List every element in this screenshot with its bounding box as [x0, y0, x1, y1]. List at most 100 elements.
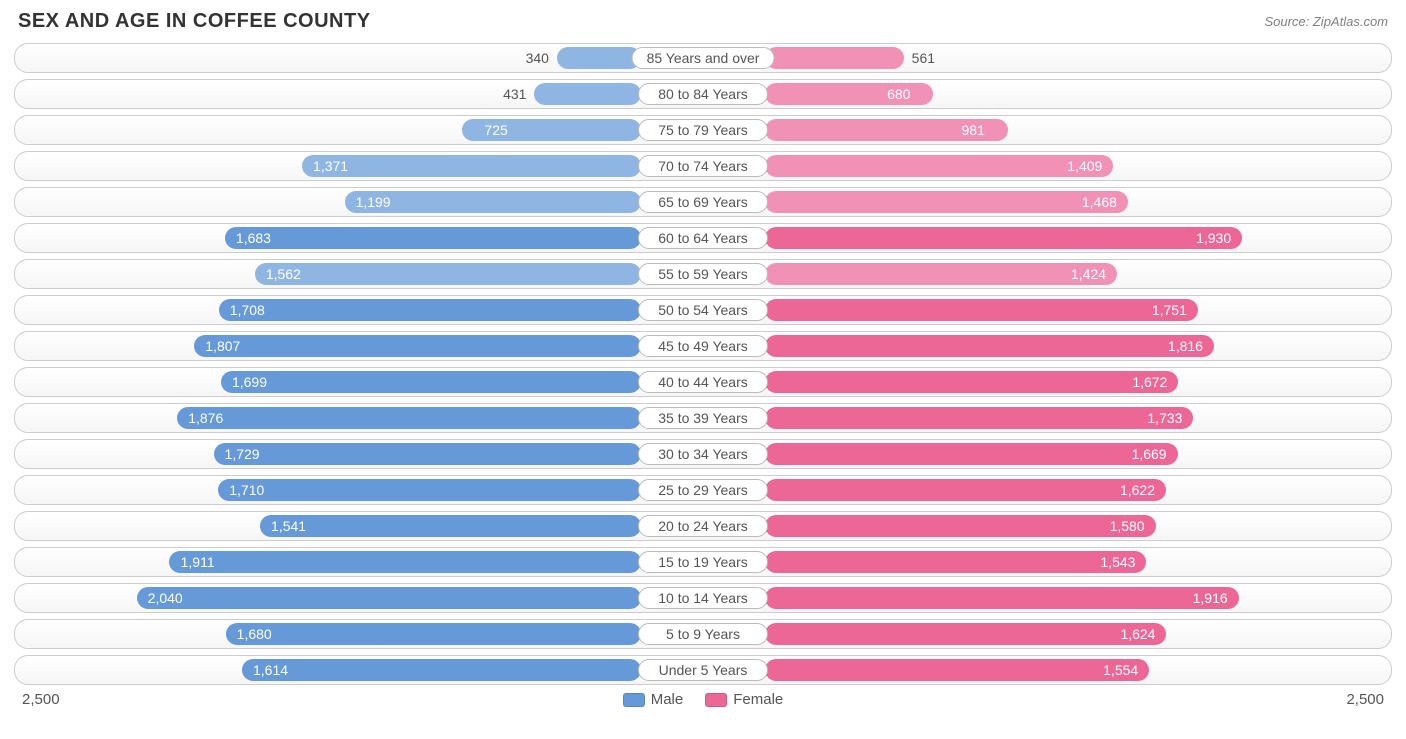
- category-label: 5 to 9 Years: [638, 623, 768, 645]
- male-value: 1,876: [180, 407, 231, 429]
- chart-row: 1,6141,554Under 5 Years: [14, 655, 1392, 685]
- category-label: 20 to 24 Years: [638, 515, 768, 537]
- female-value: 680: [879, 83, 918, 105]
- category-label: 85 Years and over: [632, 47, 775, 69]
- female-value: 1,580: [1102, 515, 1153, 537]
- male-value: 1,199: [348, 191, 399, 213]
- chart-row: 1,5621,42455 to 59 Years: [14, 259, 1392, 289]
- male-value: 725: [476, 119, 515, 141]
- axis-label-left: 2,500: [22, 691, 60, 708]
- female-bar: [765, 443, 1178, 465]
- female-bar: [765, 371, 1178, 393]
- legend-label-male: Male: [651, 691, 684, 708]
- female-bar: [765, 227, 1242, 249]
- male-value: 340: [518, 47, 557, 69]
- female-value: 561: [904, 47, 943, 69]
- category-label: 25 to 29 Years: [638, 479, 768, 501]
- chart-row: 725 981 75 to 79 Years: [14, 115, 1392, 145]
- male-value: 2,040: [140, 587, 191, 609]
- category-label: 70 to 74 Years: [638, 155, 768, 177]
- legend-swatch-female: [705, 693, 727, 707]
- female-bar: [765, 47, 904, 69]
- female-value: 1,624: [1112, 623, 1163, 645]
- category-label: 75 to 79 Years: [638, 119, 768, 141]
- male-value: 1,807: [197, 335, 248, 357]
- female-value: 1,424: [1063, 263, 1114, 285]
- female-bar: [765, 407, 1193, 429]
- male-value: 1,371: [305, 155, 356, 177]
- male-bar: [214, 443, 641, 465]
- chart-title: SEX AND AGE IN COFFEE COUNTY: [18, 10, 371, 33]
- category-label: 60 to 64 Years: [638, 227, 768, 249]
- legend-label-female: Female: [733, 691, 783, 708]
- female-value: 1,733: [1139, 407, 1190, 429]
- male-bar: [255, 263, 641, 285]
- axis-label-right: 2,500: [1346, 691, 1384, 708]
- category-label: 30 to 34 Years: [638, 443, 768, 465]
- legend-item-male: Male: [623, 691, 684, 708]
- male-bar: [169, 551, 641, 573]
- chart-row: 2,040 1,916 10 to 14 Years: [14, 583, 1392, 613]
- male-bar: [221, 371, 641, 393]
- chart-row: 1,807 1,816 45 to 49 Years: [14, 331, 1392, 361]
- male-value: 1,680: [229, 623, 280, 645]
- female-value: 1,468: [1074, 191, 1125, 213]
- category-label: 15 to 19 Years: [638, 551, 768, 573]
- male-value: 1,708: [222, 299, 273, 321]
- female-bar: [765, 299, 1198, 321]
- male-value: 1,911: [173, 551, 223, 573]
- female-value: 1,672: [1124, 371, 1175, 393]
- female-bar: [765, 551, 1146, 573]
- female-bar: [765, 659, 1149, 681]
- legend-item-female: Female: [705, 691, 783, 708]
- chart-row: 1,199 1,468 65 to 69 Years: [14, 187, 1392, 217]
- male-bar: [242, 659, 641, 681]
- female-value: 981: [954, 119, 993, 141]
- chart-row: 340 561 85 Years and over: [14, 43, 1392, 73]
- category-label: Under 5 Years: [638, 659, 768, 681]
- female-value: 1,751: [1144, 299, 1195, 321]
- female-bar: [765, 623, 1166, 645]
- chart-row: 1,8761,73335 to 39 Years: [14, 403, 1392, 433]
- male-bar: [137, 587, 641, 609]
- male-value: 431: [495, 83, 534, 105]
- female-bar: [765, 335, 1214, 357]
- chart-row: 1,541 1,580 20 to 24 Years: [14, 511, 1392, 541]
- category-label: 80 to 84 Years: [638, 83, 768, 105]
- chart-row: 1,371 1,409 70 to 74 Years: [14, 151, 1392, 181]
- female-value: 1,930: [1188, 227, 1239, 249]
- chart-row: 431 680 80 to 84 Years: [14, 79, 1392, 109]
- male-bar: [557, 47, 641, 69]
- chart-row: 1,680 1,624 5 to 9 Years: [14, 619, 1392, 649]
- chart-footer: 2,500 Male Female 2,500: [14, 691, 1392, 708]
- female-value: 1,409: [1059, 155, 1110, 177]
- chart-row: 1,7081,75150 to 54 Years: [14, 295, 1392, 325]
- chart-source: Source: ZipAtlas.com: [1264, 14, 1388, 29]
- male-bar: [177, 407, 641, 429]
- female-bar: [765, 479, 1166, 501]
- female-value: 1,543: [1092, 551, 1143, 573]
- male-bar: [194, 335, 641, 357]
- male-bar: [260, 515, 641, 537]
- male-value: 1,614: [245, 659, 296, 681]
- male-value: 1,699: [224, 371, 275, 393]
- legend-swatch-male: [623, 693, 645, 707]
- male-value: 1,541: [263, 515, 314, 537]
- male-bar: [225, 227, 641, 249]
- category-label: 10 to 14 Years: [638, 587, 768, 609]
- chart-row: 1,683 1,930 60 to 64 Years: [14, 223, 1392, 253]
- chart-row: 1,729 1,669 30 to 34 Years: [14, 439, 1392, 469]
- legend: Male Female: [623, 691, 784, 708]
- category-label: 45 to 49 Years: [638, 335, 768, 357]
- female-value: 1,622: [1112, 479, 1163, 501]
- female-value: 1,816: [1160, 335, 1211, 357]
- female-bar: [765, 587, 1239, 609]
- male-value: 1,683: [228, 227, 279, 249]
- female-value: 1,669: [1124, 443, 1175, 465]
- category-label: 65 to 69 Years: [638, 191, 768, 213]
- male-value: 1,710: [221, 479, 272, 501]
- female-value: 1,916: [1185, 587, 1236, 609]
- category-label: 40 to 44 Years: [638, 371, 768, 393]
- male-value: 1,729: [217, 443, 268, 465]
- female-bar: [765, 515, 1156, 537]
